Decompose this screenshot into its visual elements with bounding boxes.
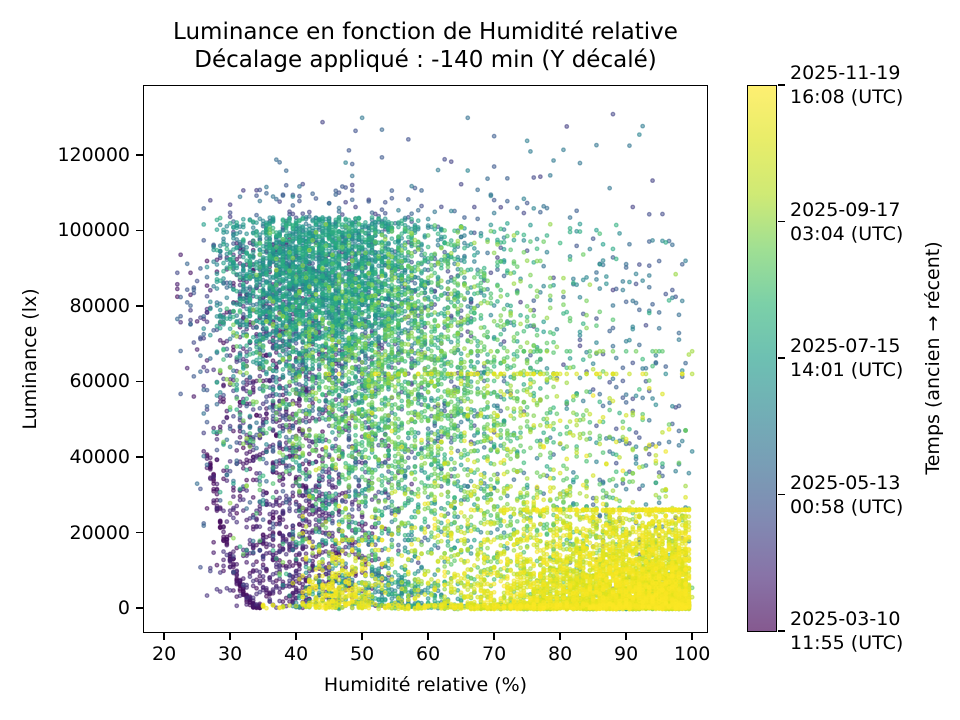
colorbar-tick-label: 2025-09-17 03:04 (UTC) (790, 198, 904, 245)
x-tick-mark (625, 633, 627, 640)
scatter-plot-canvas (143, 85, 708, 633)
y-tick-label: 100000 (57, 219, 130, 242)
chart-title-line1: Luminance en fonction de Humidité relati… (173, 19, 678, 45)
y-tick-label: 40000 (69, 446, 130, 468)
x-tick-mark (691, 633, 693, 640)
colorbar-gradient (747, 85, 777, 632)
x-tick-mark (427, 633, 429, 640)
y-tick-mark (136, 229, 143, 232)
x-tick-label: 30 (218, 643, 243, 665)
colorbar-tick-mark (778, 493, 785, 496)
x-tick-mark (229, 633, 231, 640)
y-tick-label: 80000 (69, 294, 130, 317)
colorbar-tick-label: 2025-05-13 00:58 (UTC) (790, 471, 904, 518)
x-axis-label: Humidité relative (%) (323, 674, 528, 696)
chart-title-line2: Décalage appliqué : -140 min (Y décalé) (194, 47, 657, 73)
colorbar-tick-mark (778, 220, 785, 223)
x-tick-mark (361, 633, 363, 640)
x-tick-label: 20 (152, 643, 177, 665)
x-tick-label: 70 (482, 643, 507, 665)
x-tick-label: 90 (614, 643, 639, 665)
colorbar-label: Temps (ancien → récent) (922, 241, 944, 475)
colorbar-tick-mark (778, 84, 785, 86)
y-tick-mark (136, 154, 143, 156)
x-tick-label: 80 (548, 643, 573, 665)
x-tick-mark (559, 633, 561, 640)
colorbar-tick-label: 2025-03-10 11:55 (UTC) (790, 608, 904, 654)
x-tick-mark (295, 633, 297, 640)
x-tick-label: 50 (350, 643, 375, 665)
colorbar-tick-mark (778, 630, 785, 632)
y-tick-mark (136, 531, 143, 534)
x-tick-label: 40 (284, 643, 309, 665)
x-tick-label: 60 (416, 643, 441, 665)
plot-frame (143, 85, 708, 633)
y-tick-label: 0 (117, 597, 130, 619)
x-tick-mark (163, 633, 165, 640)
colorbar-tick-label: 2025-11-19 16:08 (UTC) (790, 62, 904, 108)
y-axis-label: Luminance (lx) (19, 288, 41, 430)
y-tick-label: 120000 (57, 143, 130, 166)
y-tick-mark (136, 305, 143, 307)
x-tick-mark (493, 633, 495, 640)
y-tick-mark (136, 380, 143, 383)
colorbar-tick-label: 2025-07-15 14:01 (UTC) (790, 335, 904, 381)
y-tick-label: 60000 (69, 370, 130, 393)
y-tick-mark (136, 607, 143, 609)
colorbar-tick-mark (778, 357, 785, 359)
x-tick-label: 100 (674, 643, 711, 665)
y-tick-mark (136, 456, 143, 458)
y-tick-label: 20000 (69, 521, 130, 544)
